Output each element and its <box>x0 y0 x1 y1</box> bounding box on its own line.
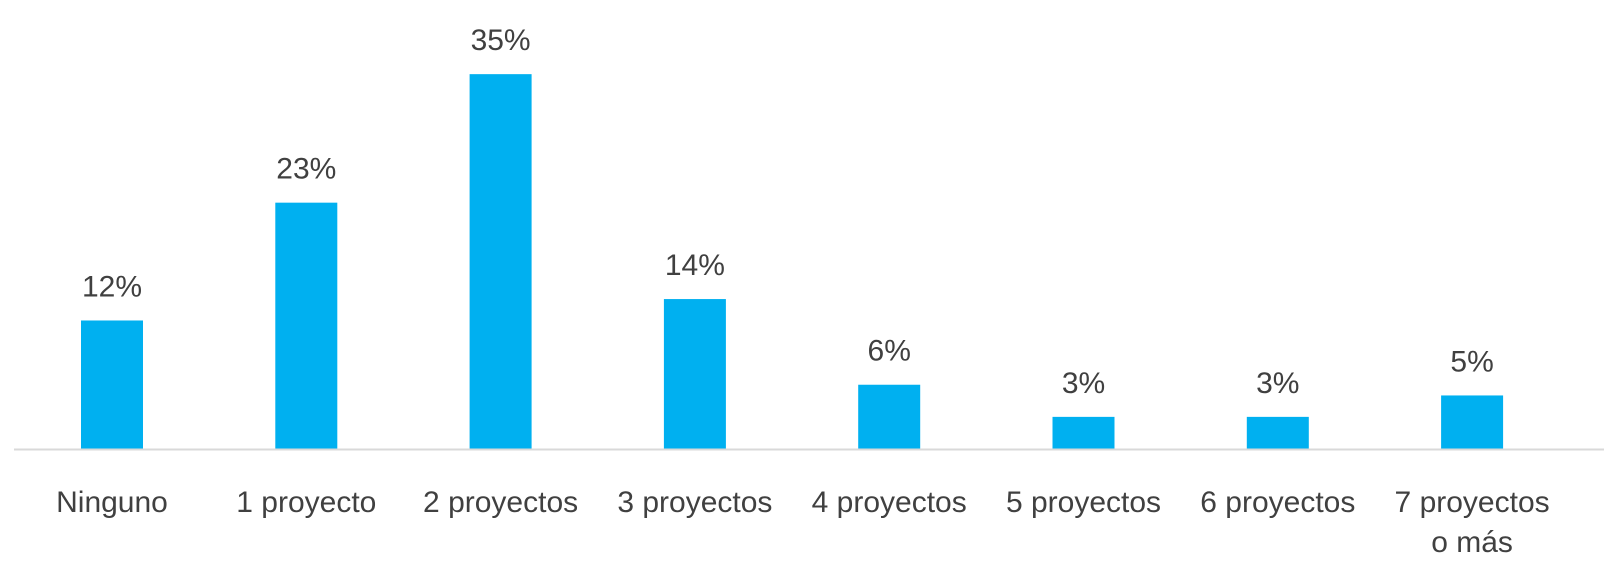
category-labels-group: Ninguno 1 proyecto 2 proyectos 3 proyectos 4… <box>56 486 1550 559</box>
x-tick-label: o más <box>1431 526 1513 559</box>
data-label: 3% <box>1256 367 1299 400</box>
x-tick-label: 6 proyectos <box>1200 486 1355 519</box>
bars-group <box>81 74 1504 450</box>
x-tick-label: 3 proyectos <box>617 486 772 519</box>
x-tick-label: 2 proyectos <box>423 486 578 519</box>
x-tick-label: 1 proyecto <box>236 486 376 519</box>
bar <box>275 202 338 449</box>
data-label: 5% <box>1450 345 1493 378</box>
data-label: 3% <box>1062 367 1105 400</box>
data-label: 23% <box>276 153 336 186</box>
data-label: 6% <box>868 335 911 368</box>
data-label: 12% <box>82 270 142 303</box>
x-tick-label: 7 proyectos <box>1395 486 1550 519</box>
x-tick-label: 4 proyectos <box>812 486 967 519</box>
bar <box>663 299 726 449</box>
x-tick-label: 5 proyectos <box>1006 486 1161 519</box>
bar <box>1441 395 1504 449</box>
bar <box>1246 416 1309 449</box>
x-tick-label: Ninguno <box>56 486 168 519</box>
data-label: 14% <box>665 249 725 282</box>
bar <box>469 74 532 450</box>
bar <box>858 384 921 449</box>
value-labels-group: 12% 23% 35% 14% 6% 3% 3% 5% <box>82 24 1494 400</box>
bar <box>1052 416 1115 449</box>
data-label: 35% <box>471 24 531 57</box>
bar <box>81 320 143 449</box>
